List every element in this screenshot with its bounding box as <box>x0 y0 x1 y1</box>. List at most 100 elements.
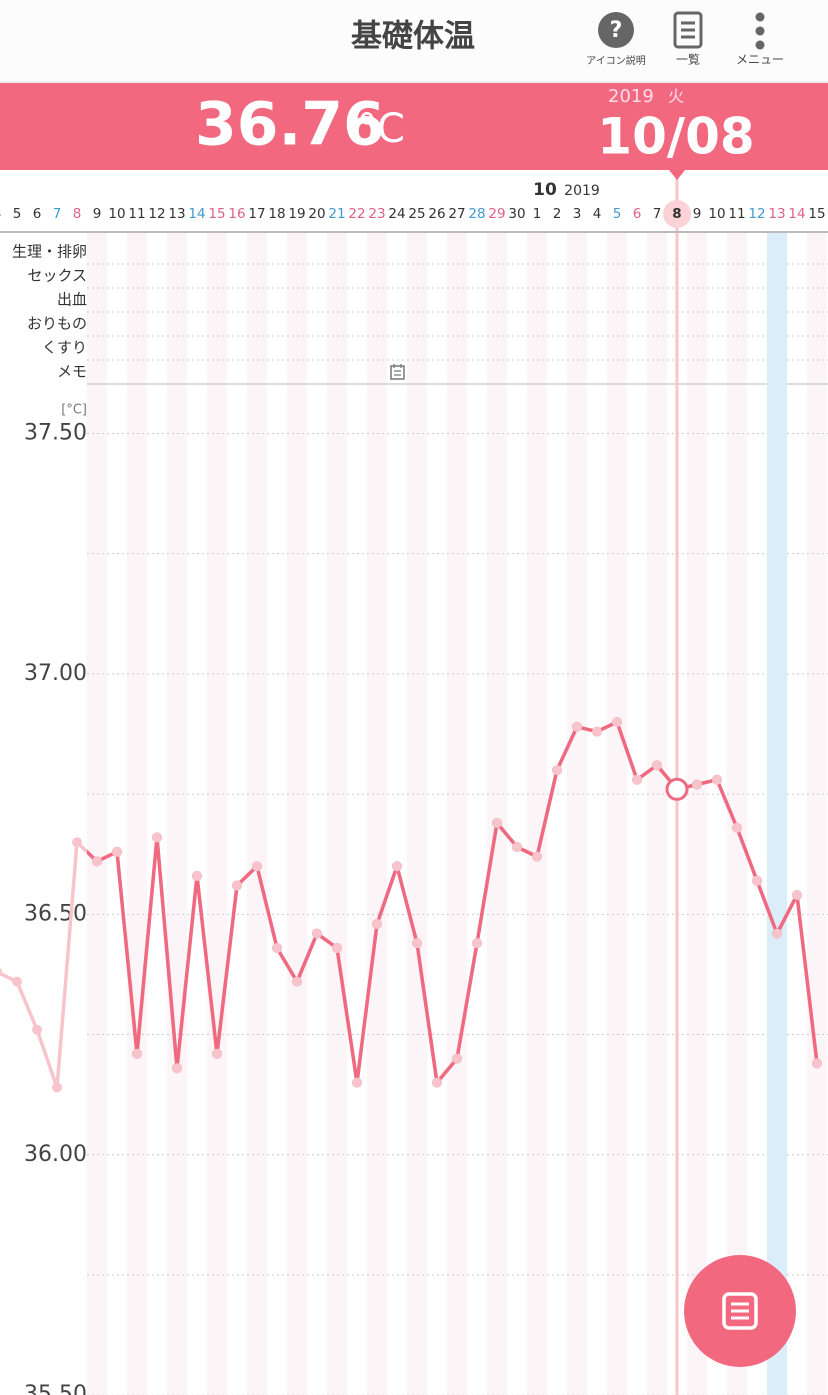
temperature-point-faded <box>772 928 782 939</box>
temperature-point-faded <box>592 726 602 737</box>
date-label: 5 <box>13 206 22 222</box>
temperature-point-faded <box>732 822 742 833</box>
temperature-point-faded <box>412 938 422 949</box>
temperature-point-faded <box>112 846 122 857</box>
y-tick-label: 37.50 <box>24 420 87 445</box>
date-label: 17 <box>248 206 265 222</box>
menu-button[interactable]: メニュー <box>736 12 784 67</box>
date-label: 2 <box>553 206 562 222</box>
y-unit: [°C] <box>61 403 87 418</box>
column-stripe <box>807 232 827 1395</box>
temperature-point-faded <box>452 1053 462 1064</box>
date-label: 9 <box>693 206 702 222</box>
menu-dot <box>755 40 765 50</box>
temperature-point-faded <box>52 1082 62 1093</box>
date-label: 5 <box>613 206 622 222</box>
date-label: 7 <box>53 206 62 222</box>
column-stripe <box>327 232 347 1395</box>
date-label: 27 <box>448 206 465 222</box>
temperature-point-faded <box>552 765 562 776</box>
summary-weekday: 火 <box>668 87 684 106</box>
temperature-point-faded <box>632 774 642 785</box>
button-label: アイコン説明 <box>586 54 646 67</box>
date-label: 8 <box>73 206 82 222</box>
plot <box>0 716 822 1093</box>
date-label: 3 <box>573 206 582 222</box>
column-stripe <box>567 232 587 1395</box>
temperature-point-faded <box>792 890 802 901</box>
y-tick-label: 37.00 <box>24 661 87 686</box>
help-icon <box>598 12 634 48</box>
date-label: 24 <box>388 206 405 222</box>
help-glyph: ? <box>610 18 623 43</box>
date-label: 28 <box>468 206 485 222</box>
temperature-point-faded <box>432 1077 442 1088</box>
date-label: 14 <box>188 206 205 222</box>
date-label: 13 <box>768 206 785 222</box>
column-stripe <box>407 232 427 1395</box>
column-stripe <box>287 232 307 1395</box>
date-label: 6 <box>33 206 42 222</box>
date-label: 15 <box>208 206 225 222</box>
temperature-point-faded <box>132 1048 142 1059</box>
date-label: 16 <box>228 206 245 222</box>
row-label: セックス <box>27 267 87 285</box>
month-label: 10 <box>533 180 557 200</box>
list-button[interactable]: 一覧 <box>673 11 703 67</box>
date-label: 26 <box>428 206 445 222</box>
row-label: おりもの <box>27 315 87 333</box>
row-label: くすり <box>42 339 87 357</box>
button-label: 一覧 <box>676 53 700 67</box>
date-label: 7 <box>653 206 662 222</box>
summary-temperature: 36.76 <box>195 90 385 160</box>
column-stripe <box>647 232 667 1395</box>
column-stripe <box>87 232 107 1395</box>
date-label: 11 <box>128 206 145 222</box>
date-label: 20 <box>308 206 325 222</box>
date-label: 30 <box>508 206 525 222</box>
column-stripe <box>127 232 147 1395</box>
temperature-point-faded <box>492 817 502 828</box>
temperature-point-faded <box>192 870 202 881</box>
column-stripe <box>167 232 187 1395</box>
date-label: 4 <box>593 206 602 222</box>
temperature-point-faded <box>292 976 302 987</box>
help-button[interactable]: ? アイコン説明 <box>586 12 646 67</box>
date-label: 10 <box>108 206 125 222</box>
list-icon-lines <box>681 21 695 39</box>
temperature-point-faded <box>532 851 542 862</box>
column-stripe <box>367 232 387 1395</box>
temperature-point-faded <box>352 1077 362 1088</box>
row-label: メモ <box>57 363 87 381</box>
date-label: 29 <box>488 206 505 222</box>
temperature-point-faded <box>312 928 322 939</box>
temperature-point-faded <box>32 1024 42 1035</box>
date-label: 9 <box>93 206 102 222</box>
temperature-point-faded <box>472 938 482 949</box>
temperature-point-faded <box>92 856 102 867</box>
highlight-column <box>767 232 787 1395</box>
row-label: 生理・排卵 <box>12 243 87 261</box>
add-record-button[interactable] <box>684 1255 796 1367</box>
column-stripe <box>727 232 747 1395</box>
column-stripe <box>487 232 507 1395</box>
date-label: 19 <box>288 206 305 222</box>
menu-dot <box>755 12 765 22</box>
column-stripe <box>207 232 227 1395</box>
y-tick-label: 35.50 <box>24 1382 87 1395</box>
temperature-point-faded <box>752 875 762 886</box>
date-label: 13 <box>168 206 185 222</box>
date-label: 15 <box>808 206 825 222</box>
date-label: 12 <box>148 206 165 222</box>
date-label: 10 <box>708 206 725 222</box>
temperature-point-faded <box>72 837 82 848</box>
row-label: 出血 <box>57 291 87 309</box>
temperature-point-faded <box>712 774 722 785</box>
temperature-point-faded <box>812 1058 822 1069</box>
temperature-point-faded <box>232 880 242 891</box>
date-label: 12 <box>748 206 765 222</box>
summary-year: 2019 <box>608 86 654 107</box>
temperature-point-faded <box>332 942 342 953</box>
temperature-point-faded <box>252 861 262 872</box>
